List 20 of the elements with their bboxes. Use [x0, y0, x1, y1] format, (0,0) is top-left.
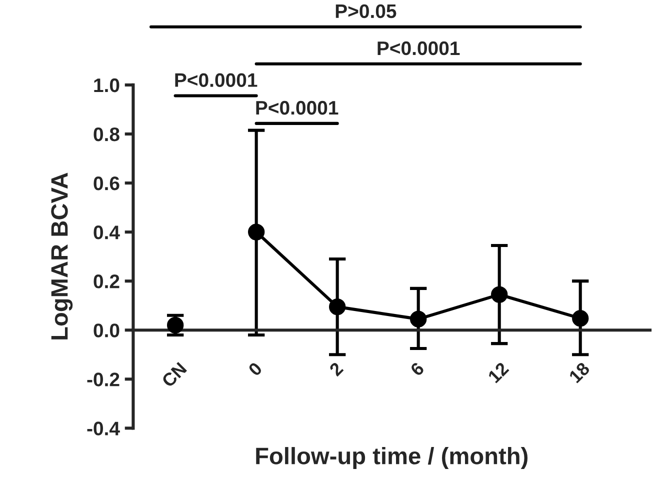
text: P<0.0001: [378, 41, 460, 56]
y-tick-label: 0.2: [94, 274, 120, 288]
y-tick-label: -0.4: [87, 422, 120, 436]
y-tick-label: 0.8: [94, 127, 120, 142]
y-tick-label: -0.2: [87, 372, 120, 386]
y-tick-label: 0.0: [94, 324, 120, 338]
annotation: P<0.0001: [175, 73, 258, 87]
x-tick-label: CN: [161, 362, 188, 388]
x-tick-label: 6: [410, 361, 425, 377]
x-tick-label: 12: [487, 362, 510, 384]
y-axis-title: LogMAR BCVA: [51, 172, 73, 340]
x-tick-label: 2: [328, 362, 344, 377]
y-tick-label: 1.0: [94, 78, 120, 92]
y-tick-label: 0.4: [94, 226, 120, 240]
x-tick-label: 0: [248, 362, 263, 377]
x-tick-label: 18: [568, 361, 590, 384]
annotation: P<0.0001: [256, 100, 338, 115]
x-axis-title: Follow-up time / (month): [256, 447, 528, 470]
text: P>0.05: [336, 4, 396, 18]
y-tick-label: 0.6: [94, 176, 120, 190]
